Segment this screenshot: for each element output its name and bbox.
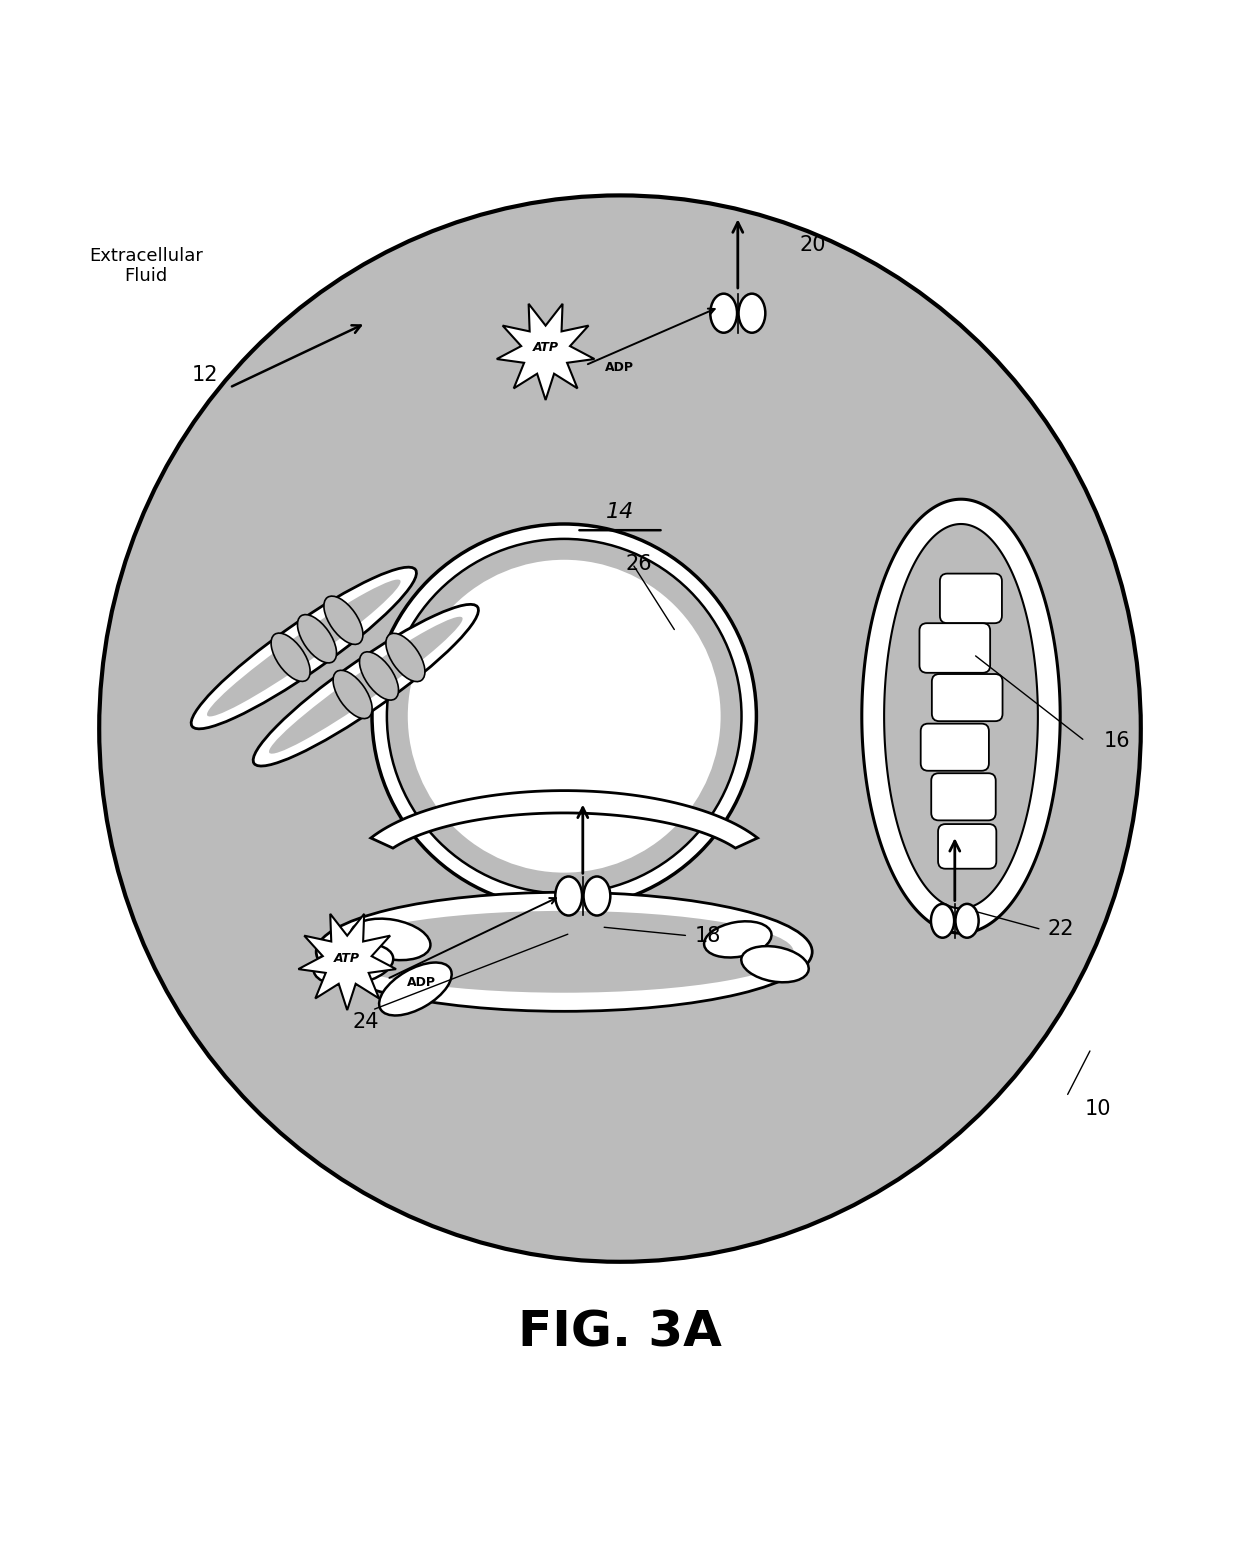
Text: 16: 16 bbox=[1104, 730, 1130, 750]
Ellipse shape bbox=[739, 293, 765, 332]
Ellipse shape bbox=[298, 615, 336, 662]
Text: 18: 18 bbox=[694, 926, 720, 945]
Ellipse shape bbox=[956, 903, 978, 937]
Ellipse shape bbox=[324, 596, 363, 644]
Ellipse shape bbox=[379, 962, 451, 1016]
Ellipse shape bbox=[351, 919, 430, 960]
Ellipse shape bbox=[711, 293, 737, 332]
Text: ATP: ATP bbox=[533, 341, 558, 355]
Text: ADP: ADP bbox=[605, 361, 634, 374]
Text: 12: 12 bbox=[191, 366, 218, 384]
Ellipse shape bbox=[556, 877, 582, 916]
Ellipse shape bbox=[253, 604, 479, 766]
FancyBboxPatch shape bbox=[920, 724, 990, 770]
Text: 14: 14 bbox=[606, 502, 634, 522]
FancyBboxPatch shape bbox=[920, 624, 990, 673]
Text: 10: 10 bbox=[1085, 1099, 1111, 1119]
FancyBboxPatch shape bbox=[939, 824, 997, 869]
Ellipse shape bbox=[386, 633, 425, 681]
Ellipse shape bbox=[335, 911, 794, 993]
Ellipse shape bbox=[334, 670, 372, 718]
Polygon shape bbox=[884, 523, 1038, 908]
FancyBboxPatch shape bbox=[940, 574, 1002, 624]
Text: Extracellular
Fluid: Extracellular Fluid bbox=[89, 247, 203, 286]
Text: 20: 20 bbox=[800, 235, 826, 255]
Ellipse shape bbox=[191, 567, 417, 729]
Ellipse shape bbox=[272, 633, 310, 681]
Text: ATP: ATP bbox=[335, 951, 360, 965]
Ellipse shape bbox=[316, 892, 812, 1011]
Polygon shape bbox=[299, 914, 396, 1010]
Ellipse shape bbox=[207, 579, 401, 716]
Polygon shape bbox=[497, 304, 594, 400]
FancyBboxPatch shape bbox=[932, 675, 1002, 721]
FancyBboxPatch shape bbox=[931, 774, 996, 820]
Ellipse shape bbox=[931, 903, 954, 937]
Ellipse shape bbox=[99, 196, 1141, 1261]
Text: 24: 24 bbox=[352, 1013, 379, 1033]
Ellipse shape bbox=[387, 539, 742, 894]
Ellipse shape bbox=[584, 877, 610, 916]
Text: 22: 22 bbox=[1048, 920, 1074, 939]
Ellipse shape bbox=[408, 560, 720, 872]
Ellipse shape bbox=[269, 616, 463, 753]
Text: FIG. 3A: FIG. 3A bbox=[518, 1308, 722, 1357]
Text: 26: 26 bbox=[625, 554, 652, 574]
Ellipse shape bbox=[372, 523, 756, 908]
Ellipse shape bbox=[314, 943, 393, 985]
Ellipse shape bbox=[704, 922, 771, 957]
Text: ADP: ADP bbox=[407, 976, 435, 990]
Polygon shape bbox=[371, 791, 758, 848]
Ellipse shape bbox=[742, 946, 808, 982]
Polygon shape bbox=[862, 499, 1060, 933]
Ellipse shape bbox=[360, 652, 398, 699]
